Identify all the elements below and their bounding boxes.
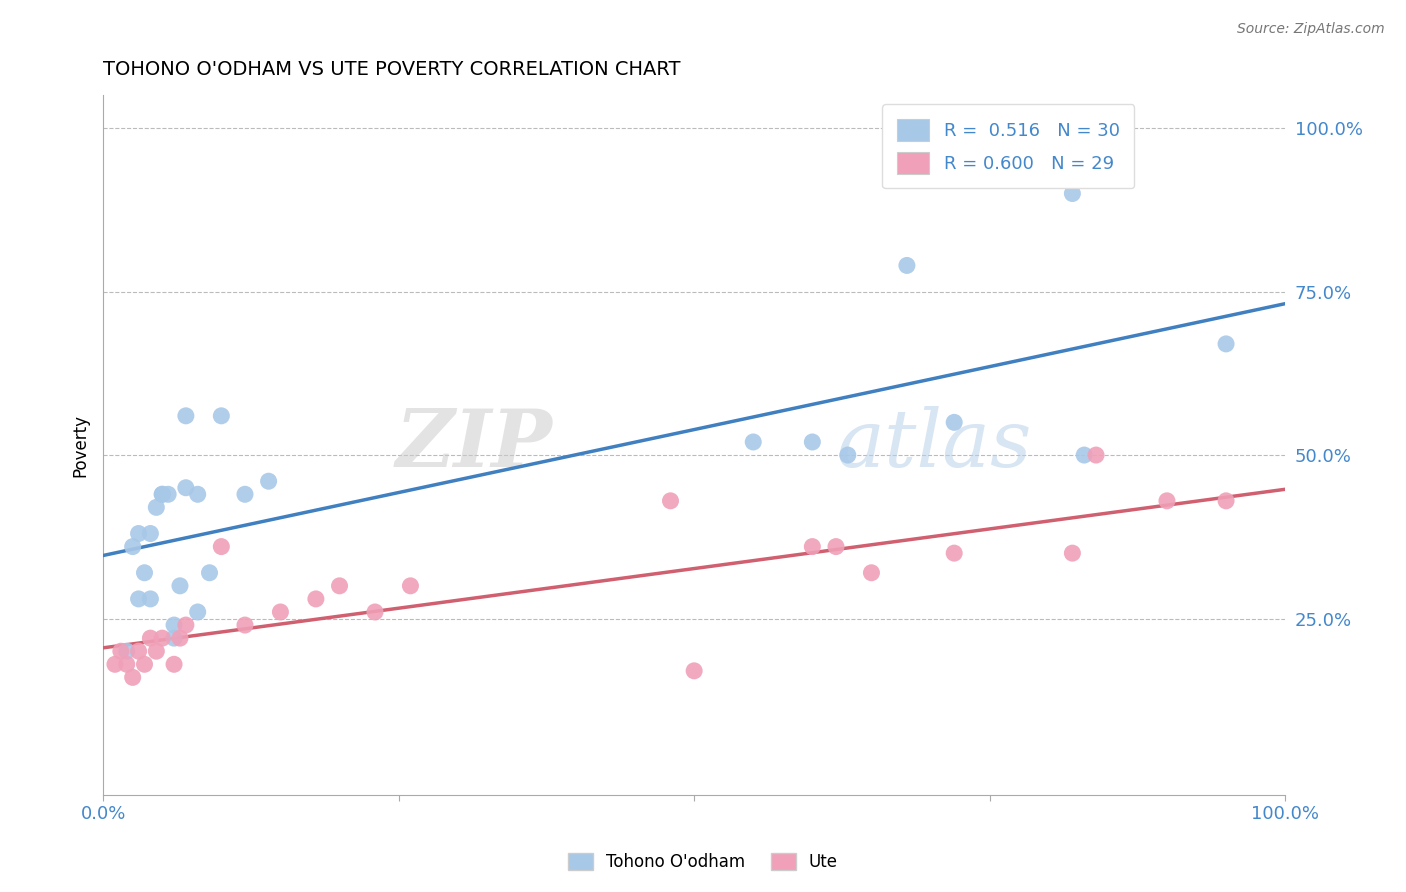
Point xyxy=(128,591,150,606)
Point xyxy=(169,579,191,593)
Point xyxy=(145,500,167,515)
Point xyxy=(139,591,162,606)
Point xyxy=(837,448,859,462)
Point xyxy=(115,644,138,658)
Point xyxy=(121,540,143,554)
Point xyxy=(742,434,765,449)
Point xyxy=(139,631,162,645)
Point xyxy=(163,657,186,672)
Point xyxy=(157,487,180,501)
Point xyxy=(121,670,143,684)
Text: Source: ZipAtlas.com: Source: ZipAtlas.com xyxy=(1237,22,1385,37)
Point xyxy=(233,618,256,632)
Point xyxy=(134,566,156,580)
Point xyxy=(364,605,387,619)
Point xyxy=(169,631,191,645)
Point xyxy=(860,566,883,580)
Point xyxy=(163,631,186,645)
Point xyxy=(1215,493,1237,508)
Point xyxy=(174,618,197,632)
Point xyxy=(198,566,221,580)
Point xyxy=(128,526,150,541)
Point xyxy=(104,657,127,672)
Point xyxy=(825,540,848,554)
Point xyxy=(269,605,291,619)
Point xyxy=(187,605,209,619)
Point xyxy=(801,434,824,449)
Point xyxy=(174,481,197,495)
Point xyxy=(174,409,197,423)
Point xyxy=(1073,448,1095,462)
Point xyxy=(1156,493,1178,508)
Text: ZIP: ZIP xyxy=(395,407,553,484)
Point xyxy=(683,664,706,678)
Text: TOHONO O'ODHAM VS UTE POVERTY CORRELATION CHART: TOHONO O'ODHAM VS UTE POVERTY CORRELATIO… xyxy=(103,60,681,78)
Point xyxy=(209,409,232,423)
Point xyxy=(399,579,422,593)
Point xyxy=(896,259,918,273)
Point xyxy=(187,487,209,501)
Point xyxy=(163,618,186,632)
Point xyxy=(943,546,966,560)
Point xyxy=(659,493,682,508)
Point xyxy=(150,487,173,501)
Legend: Tohono O'odham, Ute: Tohono O'odham, Ute xyxy=(560,845,846,880)
Point xyxy=(328,579,350,593)
Point xyxy=(233,487,256,501)
Point xyxy=(1062,546,1084,560)
Point xyxy=(209,540,232,554)
Point xyxy=(134,657,156,672)
Text: atlas: atlas xyxy=(837,407,1032,484)
Y-axis label: Poverty: Poverty xyxy=(72,414,89,476)
Point xyxy=(128,644,150,658)
Point xyxy=(145,644,167,658)
Point xyxy=(1085,448,1108,462)
Point xyxy=(257,474,280,488)
Point xyxy=(150,631,173,645)
Point xyxy=(1215,337,1237,351)
Point xyxy=(943,416,966,430)
Point xyxy=(801,540,824,554)
Point xyxy=(139,526,162,541)
Point xyxy=(1062,186,1084,201)
Legend: R =  0.516   N = 30, R = 0.600   N = 29: R = 0.516 N = 30, R = 0.600 N = 29 xyxy=(883,104,1135,188)
Point xyxy=(110,644,132,658)
Point xyxy=(150,487,173,501)
Point xyxy=(305,591,328,606)
Point xyxy=(115,657,138,672)
